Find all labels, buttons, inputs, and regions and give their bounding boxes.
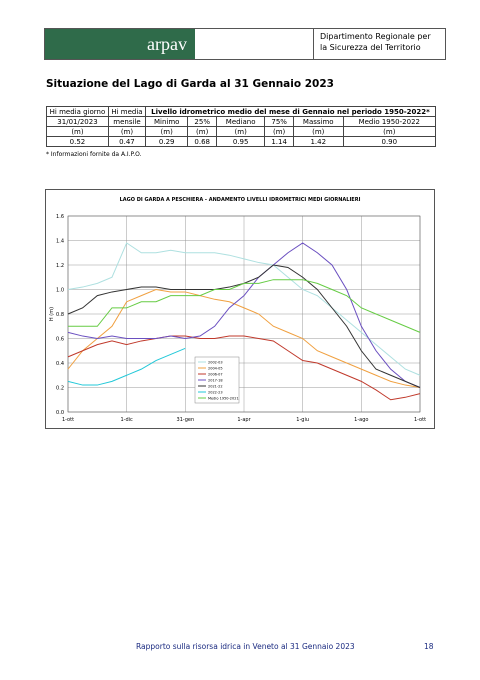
cell: (m) xyxy=(144,126,189,137)
legend-label: 2002-03 xyxy=(208,361,223,365)
cell: 0.52 xyxy=(46,136,109,147)
x-tick-label: 1-ago xyxy=(354,417,368,423)
cell: 75% xyxy=(264,116,294,127)
series-line xyxy=(67,242,421,376)
page-number: 18 xyxy=(424,642,434,651)
y-tick-label: 1.6 xyxy=(56,214,64,220)
x-tick-label: 1-apr xyxy=(237,417,251,423)
x-tick-label: 1-ott xyxy=(62,417,74,423)
series-line xyxy=(67,288,421,388)
cell: 1.42 xyxy=(292,136,344,147)
table: Hi media giorno Hi media Livello idrometri… xyxy=(46,106,437,147)
cell: Hi media xyxy=(107,106,147,117)
header: arpav Dipartimento Regionale per la Sicur… xyxy=(44,28,446,60)
legend-label: Medio 1950-2021 xyxy=(208,397,239,401)
cell: Livello idrometrico medio del mese di Ge… xyxy=(145,106,436,117)
x-tick-label: 1-dic xyxy=(121,417,134,423)
footnote: * Informazioni fornite da A.I.P.O. xyxy=(46,151,142,158)
cell: (m) xyxy=(215,126,266,137)
chart-title: LAGO DI GARDA A PESCHIERA - ANDAMENTO LI… xyxy=(120,197,361,203)
series-line xyxy=(68,279,421,333)
x-tick-label: 1-giu xyxy=(296,417,309,423)
cell: Minimo xyxy=(144,116,189,127)
legend-label: 2022-23 xyxy=(208,391,223,395)
department-line: Dipartimento Regionale per xyxy=(320,32,431,41)
cell: (m) xyxy=(342,126,437,137)
cell: 0.68 xyxy=(187,136,217,147)
department-line: la Sicurezza del Territorio xyxy=(320,43,421,52)
cell: Hi media giorno xyxy=(46,106,109,117)
y-axis-label: H (m) xyxy=(49,307,55,321)
legend-label: 2004-05 xyxy=(208,367,223,371)
legend-label: 2021-22 xyxy=(208,385,223,389)
cell: (m) xyxy=(46,126,109,137)
legend-label: 2006-07 xyxy=(208,373,223,377)
y-tick-label: 0.8 xyxy=(56,312,64,318)
cell: (m) xyxy=(107,126,147,137)
y-tick-label: 0.6 xyxy=(56,337,64,343)
logo-text: arpav xyxy=(147,33,187,54)
series-line xyxy=(67,242,421,388)
cell: 0.47 xyxy=(107,136,147,147)
cell: 31/01/2023 xyxy=(46,116,109,127)
x-tick-label: 31-gen xyxy=(177,417,195,423)
chart: LAGO DI GARDA A PESCHIERA - ANDAMENTO LI… xyxy=(45,189,435,429)
cell: Medio 1950-2022 xyxy=(342,116,437,127)
y-tick-label: 0.0 xyxy=(56,410,64,416)
y-tick-label: 1.2 xyxy=(56,263,64,269)
footer-text: Rapporto sulla risorsa idrica in Veneto … xyxy=(136,642,355,651)
series-line xyxy=(67,335,421,401)
legend-label: 2017-18 xyxy=(208,379,223,383)
cell: (m) xyxy=(292,126,344,137)
cell: 0.29 xyxy=(144,136,189,147)
cell: (m) xyxy=(187,126,217,137)
cell: Massimo xyxy=(292,116,344,127)
cell: (m) xyxy=(264,126,294,137)
cell: 1.14 xyxy=(264,136,294,147)
y-tick-label: 1.4 xyxy=(56,239,64,245)
y-tick-label: 0.4 xyxy=(56,361,64,367)
logo: arpav xyxy=(45,29,195,59)
series-line xyxy=(67,347,186,386)
cell: Mediano xyxy=(215,116,266,127)
cell: mensile xyxy=(107,116,147,127)
chart-frame xyxy=(45,189,435,429)
cell: 25% xyxy=(187,116,217,127)
title: Situazione del Lago di Garda al 31 Genna… xyxy=(46,78,334,90)
y-tick-label: 1.0 xyxy=(56,288,64,294)
cell: 0.95 xyxy=(215,136,266,147)
cell: 0.90 xyxy=(342,136,437,147)
x-tick-label: 1-ott xyxy=(414,417,426,423)
department: Dipartimento Regionale per la Sicurezza d… xyxy=(313,29,437,59)
y-tick-label: 0.2 xyxy=(56,386,64,392)
